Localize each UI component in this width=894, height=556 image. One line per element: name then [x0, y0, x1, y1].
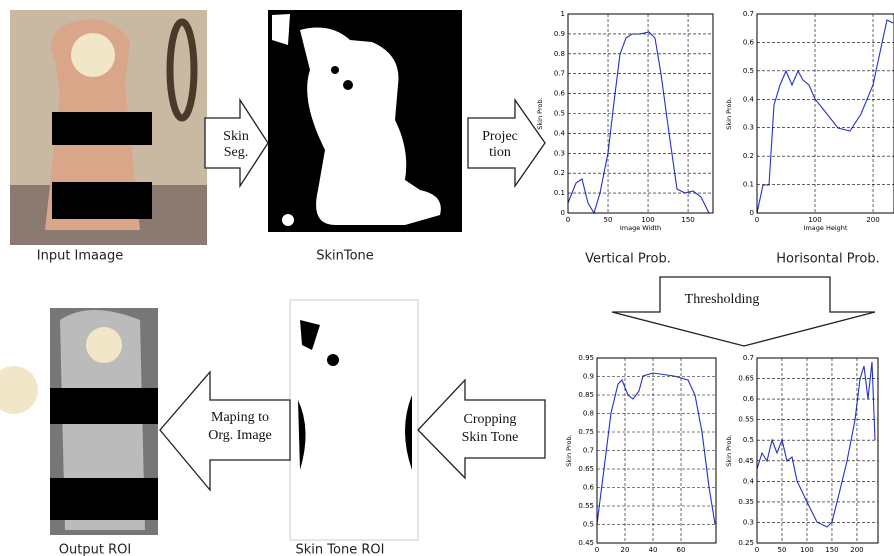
- y-tick-label: 0.6: [554, 90, 566, 98]
- diagram: Input Imaage SkinTone Skin Tone ROI Output …: [0, 0, 894, 556]
- plot-frame: [757, 14, 894, 213]
- arrow-label: tion: [489, 145, 511, 160]
- y-tick-label: 0.65: [738, 375, 754, 383]
- x-tick-label: 50: [778, 546, 787, 554]
- output-roi-image: [50, 308, 158, 535]
- curve: [757, 20, 893, 213]
- input-image: [10, 10, 207, 245]
- y-tick-label: 0.25: [738, 539, 754, 547]
- arrow-label: Projec: [482, 129, 518, 144]
- x-tick-label: 0: [595, 546, 599, 554]
- plot-title: Horisontal Prob.: [776, 252, 879, 267]
- image-label: Skin Tone ROI: [296, 543, 385, 556]
- y-axis-label: Skin Prob.: [536, 97, 544, 129]
- y-tick-label: 0.75: [578, 428, 594, 436]
- arrow-down: [612, 277, 875, 346]
- arrow-label: Cropping: [464, 412, 517, 427]
- y-tick-label: 0.9: [554, 30, 565, 38]
- arrow-label: Thresholding: [685, 292, 760, 307]
- x-tick-label: 60: [677, 546, 686, 554]
- y-tick-label: 0.7: [583, 447, 594, 455]
- x-tick-label: 200: [866, 216, 879, 224]
- y-tick-label: 0.4: [743, 95, 755, 103]
- y-tick-label: 0.2: [743, 152, 754, 160]
- y-tick-label: 0.1: [554, 189, 565, 197]
- y-tick-label: 0.6: [743, 38, 755, 46]
- y-tick-label: 0.4: [554, 129, 566, 137]
- y-tick-label: 0.35: [738, 498, 754, 506]
- curve: [597, 373, 715, 524]
- x-tick-label: 50: [604, 216, 613, 224]
- y-tick-label: 0.8: [583, 410, 594, 418]
- curve: [757, 362, 875, 527]
- x-tick-label: 0: [755, 546, 759, 554]
- y-tick-label: 0.55: [738, 416, 754, 424]
- image-label: Input Imaage: [37, 249, 123, 264]
- y-tick-label: 1: [561, 10, 565, 18]
- y-tick-label: 0.1: [743, 181, 754, 189]
- x-tick-label: 100: [641, 216, 654, 224]
- face-mask: [0, 366, 38, 414]
- y-tick-label: 0.55: [578, 502, 594, 510]
- y-tick-label: 0.6: [583, 484, 595, 492]
- y-tick-label: 0: [750, 209, 754, 217]
- arrow-label: Skin: [223, 129, 249, 144]
- arrow-label: Skin Tone: [462, 430, 519, 445]
- y-tick-label: 0.5: [583, 521, 594, 529]
- arrow-left: [418, 380, 545, 478]
- arrow-label: Seg.: [224, 145, 249, 160]
- y-tick-label: 0.5: [554, 110, 565, 118]
- arrow-label: Org. Image: [208, 428, 272, 443]
- x-tick-label: 100: [800, 546, 813, 554]
- image-label: SkinTone: [316, 249, 374, 264]
- x-tick-label: 150: [825, 546, 838, 554]
- y-tick-label: 0.95: [578, 354, 594, 362]
- y-tick-label: 0.65: [578, 465, 594, 473]
- plot-title: Vertical Prob.: [585, 252, 671, 267]
- y-tick-label: 0: [561, 209, 565, 217]
- y-tick-label: 0.45: [578, 539, 594, 547]
- y-tick-label: 0.2: [554, 169, 565, 177]
- image-label: Output ROI: [59, 543, 131, 556]
- y-tick-label: 0.9: [583, 373, 594, 381]
- x-tick-label: 0: [566, 216, 570, 224]
- x-tick-label: 150: [681, 216, 694, 224]
- x-axis-label: Image Height: [804, 224, 848, 232]
- y-axis-label: Skin Prob.: [725, 97, 733, 129]
- y-axis-label: Skin Prob.: [565, 434, 573, 466]
- skin-tone-roi-image: [290, 300, 418, 540]
- y-tick-label: 0.7: [554, 70, 565, 78]
- y-tick-label: 0.4: [743, 477, 755, 485]
- x-tick-label: 200: [850, 546, 863, 554]
- y-tick-label: 0.3: [743, 124, 754, 132]
- x-tick-label: 100: [808, 216, 821, 224]
- x-tick-label: 20: [621, 546, 630, 554]
- arrow-label: Maping to: [211, 410, 269, 425]
- y-tick-label: 0.5: [743, 436, 754, 444]
- y-tick-label: 0.5: [743, 67, 754, 75]
- y-tick-label: 0.7: [743, 10, 754, 18]
- skintone-image: [268, 10, 462, 232]
- y-tick-label: 0.85: [578, 391, 594, 399]
- y-tick-label: 0.45: [738, 457, 754, 465]
- plot-frame: [757, 358, 878, 543]
- y-tick-label: 0.3: [743, 518, 754, 526]
- x-axis-label: Image Width: [620, 224, 661, 232]
- y-tick-label: 0.3: [554, 149, 565, 157]
- x-tick-label: 40: [649, 546, 658, 554]
- y-tick-label: 0.7: [743, 354, 754, 362]
- y-tick-label: 0.6: [743, 395, 755, 403]
- x-tick-label: 0: [755, 216, 759, 224]
- y-axis-label: Skin Prob.: [725, 434, 733, 466]
- y-tick-label: 0.8: [554, 50, 565, 58]
